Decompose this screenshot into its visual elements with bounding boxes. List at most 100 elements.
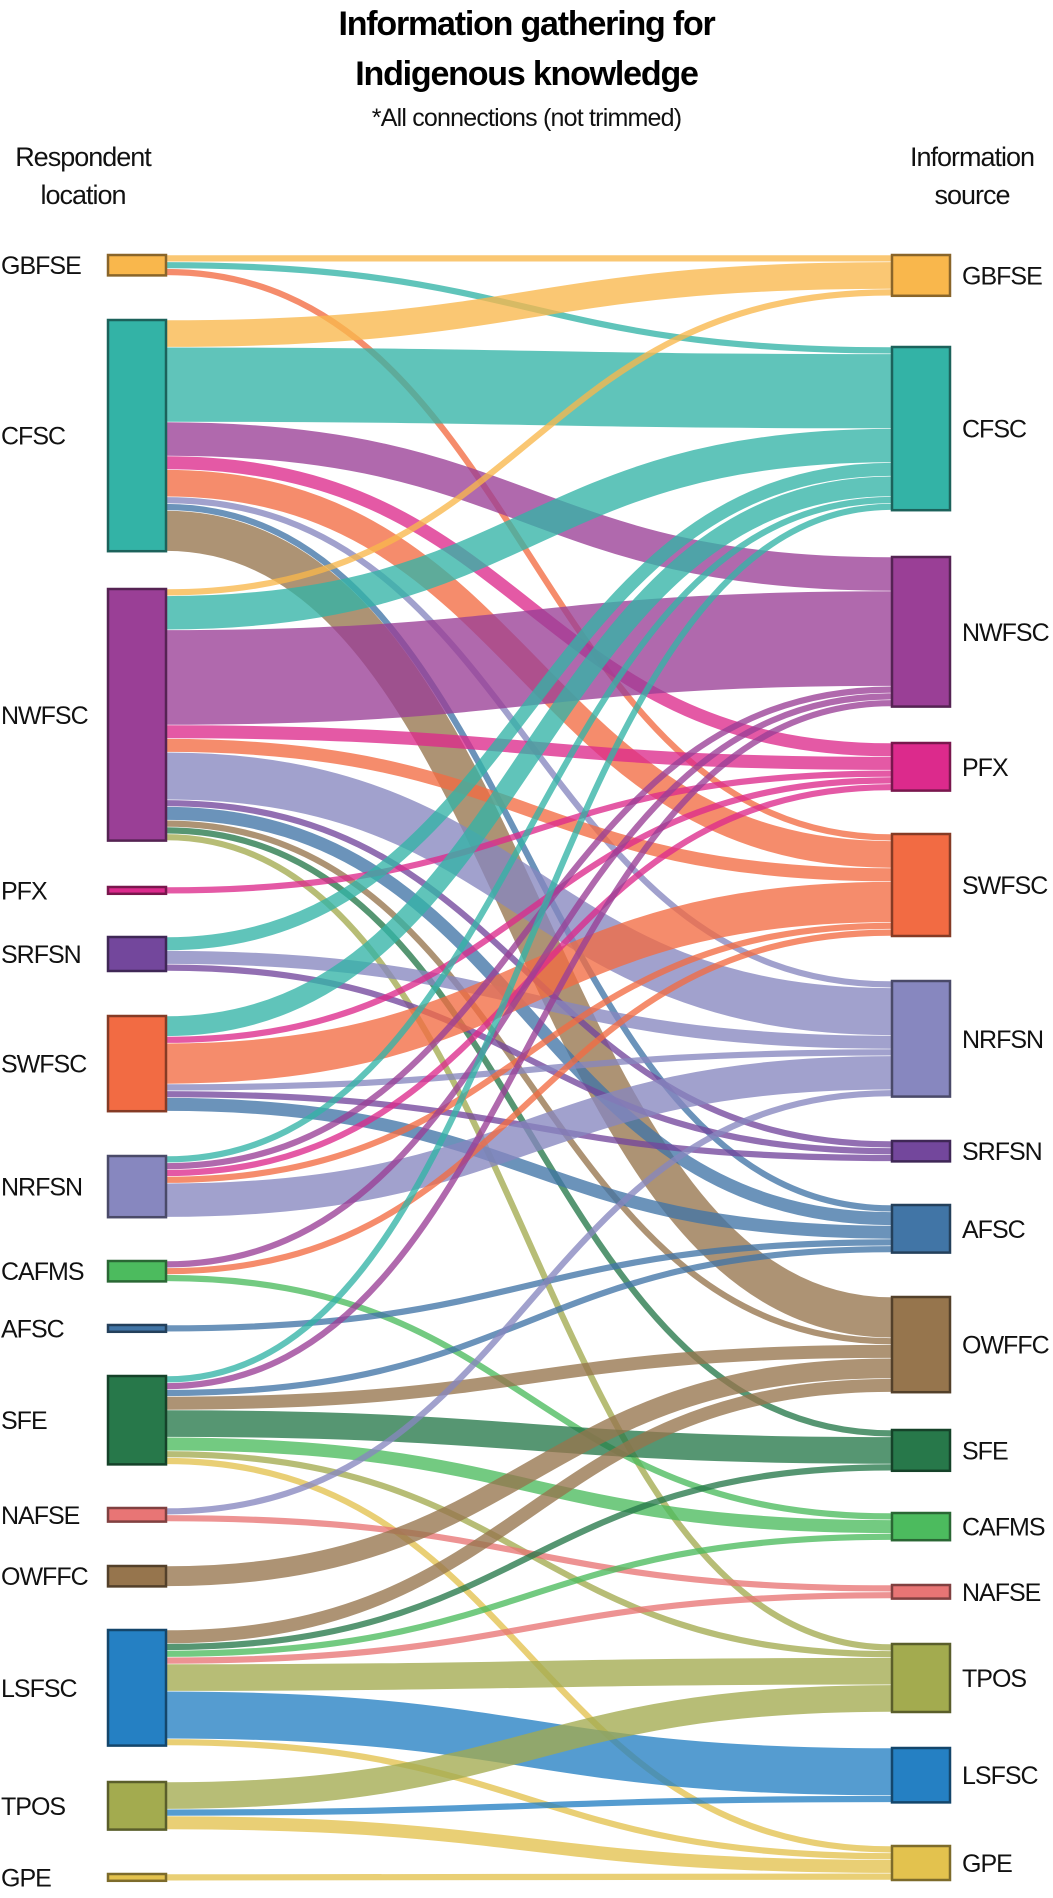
link-lsfsc-to-owffc — [165, 1378, 893, 1644]
right-node-tpos — [890, 1642, 952, 1714]
left-node-label-tpos: TPOS — [1, 1793, 65, 1821]
right-node-label-srfsn: SRFSN — [962, 1138, 1042, 1166]
right-node-cafms — [890, 1511, 952, 1542]
link-cafms-to-swfsc — [165, 929, 893, 1275]
link-cfsc-to-gbfse — [165, 262, 893, 347]
link-cfsc-to-nwfsc — [165, 422, 893, 591]
link-sfe-to-afsc — [165, 1246, 893, 1397]
right-node-swfsc — [890, 832, 952, 938]
link-swfsc-to-cfsc — [165, 476, 893, 1037]
link-nwfsc-to-afsc — [165, 806, 893, 1226]
right-node-nwfsc — [890, 555, 952, 708]
left-axis-label-line-2: location — [40, 180, 126, 210]
left-node-label-cfsc: CFSC — [1, 423, 66, 451]
left-node-label-afsc: AFSC — [1, 1315, 65, 1343]
link-cafms-to-nwfsc — [165, 693, 893, 1268]
labels-layer: GBFSE CFSC NWFSC PFX SRFSN SWFSC NRFSN CAFMS AFS… — [1, 252, 1051, 1892]
right-node-gbfse — [890, 253, 952, 298]
link-afsc-to-afsc — [165, 1239, 893, 1332]
right-node-nrfsn — [890, 979, 952, 1098]
link-nafse-to-nrfsn — [165, 1090, 893, 1515]
left-node-tpos — [106, 1780, 168, 1831]
link-lsfsc-to-gpe — [165, 1739, 893, 1860]
link-nafse-to-nafse — [165, 1515, 893, 1592]
link-lsfsc-to-nafse — [165, 1592, 893, 1664]
left-node-nafse — [106, 1506, 168, 1523]
left-node-gpe — [106, 1872, 168, 1883]
left-node-label-cafms: CAFMS — [1, 1258, 84, 1286]
link-owffc-to-owffc — [165, 1358, 893, 1587]
left-node-afsc — [106, 1323, 168, 1334]
right-node-label-afsc: AFSC — [962, 1216, 1026, 1244]
link-sfe-to-owffc — [165, 1344, 893, 1410]
link-tpos-to-lsfsc — [165, 1795, 893, 1816]
left-node-label-swfsc: SWFSC — [1, 1051, 87, 1079]
left-node-pfx — [106, 885, 168, 896]
link-sfe-to-cafms — [165, 1437, 893, 1534]
right-node-owffc — [890, 1295, 952, 1394]
link-swfsc-to-pfx — [165, 777, 893, 1043]
right-node-srfsn — [890, 1139, 952, 1163]
right-node-label-nwfsc: NWFSC — [962, 619, 1050, 647]
chart-title-line-2: Indigenous knowledge — [355, 55, 699, 93]
link-tpos-to-tpos — [165, 1685, 893, 1809]
link-nrfsn-to-swfsc — [165, 922, 893, 1183]
right-node-label-tpos: TPOS — [962, 1665, 1026, 1693]
left-axis-label-line-1: Respondent — [15, 142, 152, 172]
link-tpos-to-gpe — [165, 1816, 893, 1873]
link-nrfsn-to-cfsc — [165, 496, 893, 1163]
right-node-label-pfx: PFX — [962, 754, 1009, 782]
right-node-sfe — [890, 1428, 952, 1473]
link-nwfsc-to-nwfsc — [165, 591, 893, 725]
link-lsfsc-to-cafms — [165, 1533, 893, 1657]
right-axis-label: Information source — [882, 138, 1053, 214]
left-node-label-sfe: SFE — [1, 1407, 47, 1435]
right-node-label-sfe: SFE — [962, 1437, 1008, 1465]
left-node-label-nwfsc: NWFSC — [1, 702, 89, 730]
link-nwfsc-to-owffc — [165, 820, 893, 1345]
left-node-gbfse — [106, 253, 168, 277]
right-axis-label-line-1: Information — [909, 142, 1035, 172]
chart-title-line-1: Information gathering for — [338, 5, 715, 43]
right-node-label-cafms: CAFMS — [962, 1514, 1045, 1542]
link-cfsc-to-afsc — [165, 503, 893, 1212]
left-node-nwfsc — [106, 587, 168, 842]
left-node-label-gpe: GPE — [1, 1864, 51, 1892]
link-swfsc-to-afsc — [165, 1097, 893, 1239]
left-node-nrfsn — [106, 1154, 168, 1219]
right-node-gpe — [890, 1844, 952, 1882]
left-node-label-nrfsn: NRFSN — [1, 1174, 82, 1202]
left-node-owffc — [106, 1564, 168, 1588]
left-node-sfe — [106, 1374, 168, 1466]
right-node-label-gpe: GPE — [962, 1850, 1012, 1878]
right-node-lsfsc — [890, 1746, 952, 1804]
link-gbfse-to-swfsc — [165, 268, 893, 841]
left-node-lsfsc — [106, 1628, 168, 1747]
link-nwfsc-to-cfsc — [165, 428, 893, 630]
link-lsfsc-to-sfe — [165, 1464, 893, 1651]
link-lsfsc-to-tpos — [165, 1657, 893, 1691]
link-nwfsc-to-swfsc — [165, 738, 893, 882]
left-node-cfsc — [106, 318, 168, 553]
link-gpe-to-gpe — [165, 1873, 893, 1881]
right-node-label-swfsc: SWFSC — [962, 872, 1048, 900]
link-sfe-to-nwfsc — [165, 700, 893, 1390]
link-cfsc-to-pfx — [165, 456, 893, 757]
left-node-label-pfx: PFX — [1, 877, 48, 905]
left-axis-label: Respondent location — [0, 138, 166, 214]
right-node-cfsc — [890, 345, 952, 512]
left-node-label-lsfsc: LSFSC — [1, 1675, 78, 1703]
link-nwfsc-to-nrfsn — [165, 752, 893, 1036]
right-node-label-gbfse: GBFSE — [962, 262, 1042, 290]
right-node-nafse — [890, 1583, 952, 1600]
link-swfsc-to-nrfsn — [165, 1049, 893, 1091]
links-layer — [165, 255, 893, 1881]
right-axis-label-line-2: source — [934, 180, 1010, 210]
left-node-cafms — [106, 1259, 168, 1283]
link-srfsn-to-cfsc — [165, 462, 893, 951]
link-nrfsn-to-nwfsc — [165, 686, 893, 1170]
link-cafms-to-cafms — [165, 1274, 893, 1520]
nodes-layer — [106, 253, 952, 1883]
left-node-label-srfsn: SRFSN — [1, 941, 81, 969]
